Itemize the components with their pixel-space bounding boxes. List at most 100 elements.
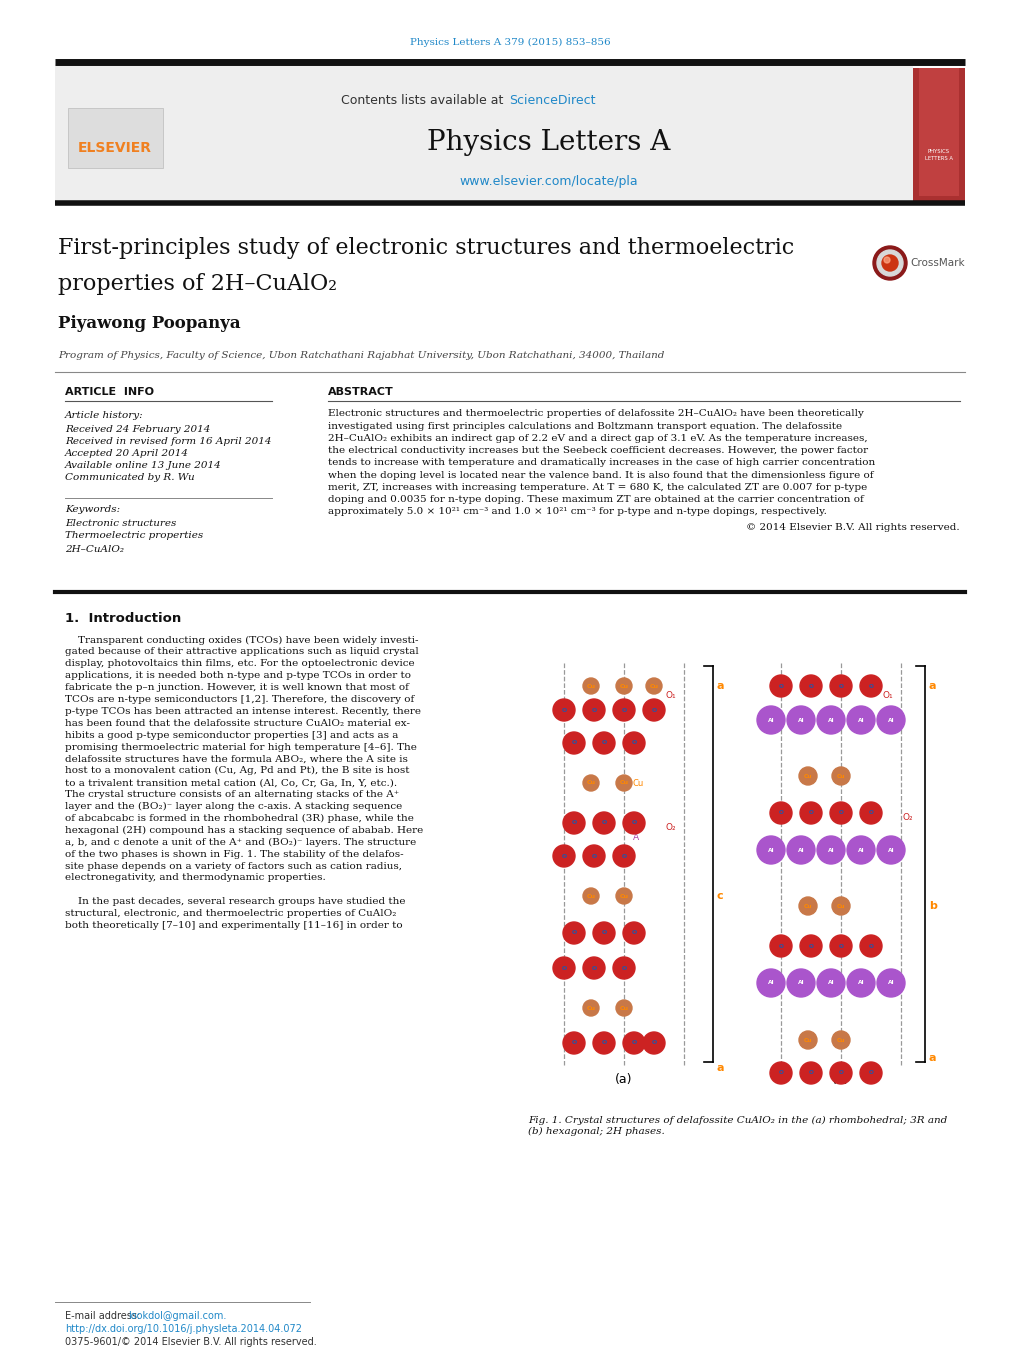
Text: Communicated by R. Wu: Communicated by R. Wu xyxy=(65,473,195,481)
Circle shape xyxy=(592,1032,614,1054)
Text: Cu: Cu xyxy=(586,893,595,898)
Text: CrossMark: CrossMark xyxy=(909,258,964,267)
Text: Article history:: Article history: xyxy=(65,412,144,420)
Text: O: O xyxy=(777,811,783,816)
Text: O: O xyxy=(601,740,606,746)
Circle shape xyxy=(829,802,851,824)
Circle shape xyxy=(876,250,902,276)
Bar xyxy=(918,68,958,196)
Text: 2H–CuAlO₂ exhibits an indirect gap of 2.2 eV and a direct gap of 3.1 eV. As the : 2H–CuAlO₂ exhibits an indirect gap of 2.… xyxy=(328,434,867,443)
Circle shape xyxy=(883,257,890,263)
Text: O: O xyxy=(808,1070,812,1075)
Text: of abcabcabc is formed in the rhombohedral (3R) phase, while the: of abcabcabc is formed in the rhombohedr… xyxy=(65,813,414,823)
Circle shape xyxy=(787,836,814,865)
Bar xyxy=(528,638,959,1100)
Circle shape xyxy=(798,1031,816,1048)
Text: Received 24 February 2014: Received 24 February 2014 xyxy=(65,424,210,434)
Text: O₃: O₃ xyxy=(595,934,606,943)
Circle shape xyxy=(645,678,661,694)
Text: Keywords:: Keywords: xyxy=(65,505,120,515)
Text: Al: Al xyxy=(767,981,773,985)
Text: Cu: Cu xyxy=(633,778,644,788)
Text: O: O xyxy=(591,966,596,970)
Circle shape xyxy=(583,888,598,904)
Bar xyxy=(55,63,184,200)
Text: Cu: Cu xyxy=(586,684,595,689)
Text: tends to increase with temperature and dramatically increases in the case of hig: tends to increase with temperature and d… xyxy=(328,458,874,467)
Text: 1.  Introduction: 1. Introduction xyxy=(65,612,181,624)
Text: First-principles study of electronic structures and thermoelectric: First-principles study of electronic str… xyxy=(58,236,794,259)
Text: Al: Al xyxy=(767,847,773,852)
Text: properties of 2H–CuAlO₂: properties of 2H–CuAlO₂ xyxy=(58,273,336,295)
Text: O₁: O₁ xyxy=(665,692,676,701)
Text: O: O xyxy=(868,811,872,816)
Text: O: O xyxy=(651,1040,656,1046)
Circle shape xyxy=(798,767,816,785)
Text: Al: Al xyxy=(826,847,834,852)
Text: a: a xyxy=(716,1063,723,1073)
Circle shape xyxy=(562,1032,585,1054)
Text: 2H–CuAlO₂: 2H–CuAlO₂ xyxy=(65,544,124,554)
Text: Cu: Cu xyxy=(836,774,845,778)
Circle shape xyxy=(583,698,604,721)
Text: approximately 5.0 × 10²¹ cm⁻³ and 1.0 × 10²¹ cm⁻³ for p-type and n-type dopings,: approximately 5.0 × 10²¹ cm⁻³ and 1.0 × … xyxy=(328,507,826,516)
Text: Physics Letters A: Physics Letters A xyxy=(427,130,671,157)
Text: Physics Letters A 379 (2015) 853–856: Physics Letters A 379 (2015) 853–856 xyxy=(410,38,609,46)
Circle shape xyxy=(799,935,821,957)
Text: doping and 0.0035 for n-type doping. These maximum ZT are obtained at the carrie: doping and 0.0035 for n-type doping. The… xyxy=(328,494,863,504)
Text: O: O xyxy=(631,931,636,935)
Text: O: O xyxy=(868,684,872,689)
Text: 0375-9601/© 2014 Elsevier B.V. All rights reserved.: 0375-9601/© 2014 Elsevier B.V. All right… xyxy=(65,1337,317,1347)
Text: both theoretically [7–10] and experimentally [11–16] in order to: both theoretically [7–10] and experiment… xyxy=(65,921,403,929)
Text: Al: Al xyxy=(887,847,894,852)
Text: Cu: Cu xyxy=(619,684,628,689)
Text: Fig. 1. Crystal structures of delafossite CuAlO₂ in the (a) rhombohedral; 3R and: Fig. 1. Crystal structures of delafossit… xyxy=(528,1116,947,1136)
Circle shape xyxy=(612,957,635,979)
Circle shape xyxy=(859,802,881,824)
Circle shape xyxy=(756,836,785,865)
Circle shape xyxy=(832,767,849,785)
Circle shape xyxy=(816,707,844,734)
Text: electronegativity, and thermodynamic properties.: electronegativity, and thermodynamic pro… xyxy=(65,874,325,882)
Text: Al: Al xyxy=(887,717,894,723)
Text: O: O xyxy=(808,684,812,689)
Text: ABSTRACT: ABSTRACT xyxy=(328,386,393,397)
Circle shape xyxy=(583,775,598,790)
Text: Al: Al xyxy=(857,847,863,852)
Text: O: O xyxy=(631,1040,636,1046)
Circle shape xyxy=(816,969,844,997)
Text: promising thermoelectric material for high temperature [4–6]. The: promising thermoelectric material for hi… xyxy=(65,743,417,751)
Text: Received in revised form 16 April 2014: Received in revised form 16 April 2014 xyxy=(65,436,271,446)
Circle shape xyxy=(562,732,585,754)
Circle shape xyxy=(615,1000,632,1016)
Text: Al: Al xyxy=(857,717,863,723)
Text: PHYSICS
LETTERS A: PHYSICS LETTERS A xyxy=(924,149,952,161)
Text: ELSEVIER: ELSEVIER xyxy=(77,141,152,155)
Circle shape xyxy=(876,707,904,734)
Text: O₂: O₂ xyxy=(665,824,676,832)
Text: A: A xyxy=(633,834,639,843)
Text: hexagonal (2H) compound has a stacking sequence of ababab. Here: hexagonal (2H) compound has a stacking s… xyxy=(65,825,423,835)
Text: fabricate the p–n junction. However, it is well known that most of: fabricate the p–n junction. However, it … xyxy=(65,684,409,692)
Circle shape xyxy=(552,957,575,979)
Text: O: O xyxy=(571,820,576,825)
Circle shape xyxy=(787,969,814,997)
Text: host to a monovalent cation (Cu, Ag, Pd and Pt), the B site is host: host to a monovalent cation (Cu, Ag, Pd … xyxy=(65,766,409,775)
Text: Cu: Cu xyxy=(836,1038,845,1043)
Text: delafossite structures have the formula ABO₂, where the A site is: delafossite structures have the formula … xyxy=(65,754,408,763)
Text: Accepted 20 April 2014: Accepted 20 April 2014 xyxy=(65,449,189,458)
Text: Al: Al xyxy=(797,847,804,852)
Text: Contents lists available at: Contents lists available at xyxy=(340,93,506,107)
Text: display, photovoltaics thin films, etc. For the optoelectronic device: display, photovoltaics thin films, etc. … xyxy=(65,659,414,669)
Text: of the two phases is shown in Fig. 1. The stability of the delafos-: of the two phases is shown in Fig. 1. Th… xyxy=(65,850,404,859)
Text: Available online 13 June 2014: Available online 13 June 2014 xyxy=(65,461,221,470)
Text: the electrical conductivity increases but the Seebeck coefficient decreases. How: the electrical conductivity increases bu… xyxy=(328,446,867,455)
Text: http://dx.doi.org/10.1016/j.physleta.2014.04.072: http://dx.doi.org/10.1016/j.physleta.201… xyxy=(65,1324,302,1333)
Text: hibits a good p-type semiconductor properties [3] and acts as a: hibits a good p-type semiconductor prope… xyxy=(65,731,398,740)
Circle shape xyxy=(872,246,906,280)
Text: has been found that the delafossite structure CuAlO₂ material ex-: has been found that the delafossite stru… xyxy=(65,719,410,728)
Circle shape xyxy=(642,698,664,721)
Text: Al: Al xyxy=(826,981,834,985)
Text: O: O xyxy=(777,684,783,689)
Circle shape xyxy=(846,707,874,734)
